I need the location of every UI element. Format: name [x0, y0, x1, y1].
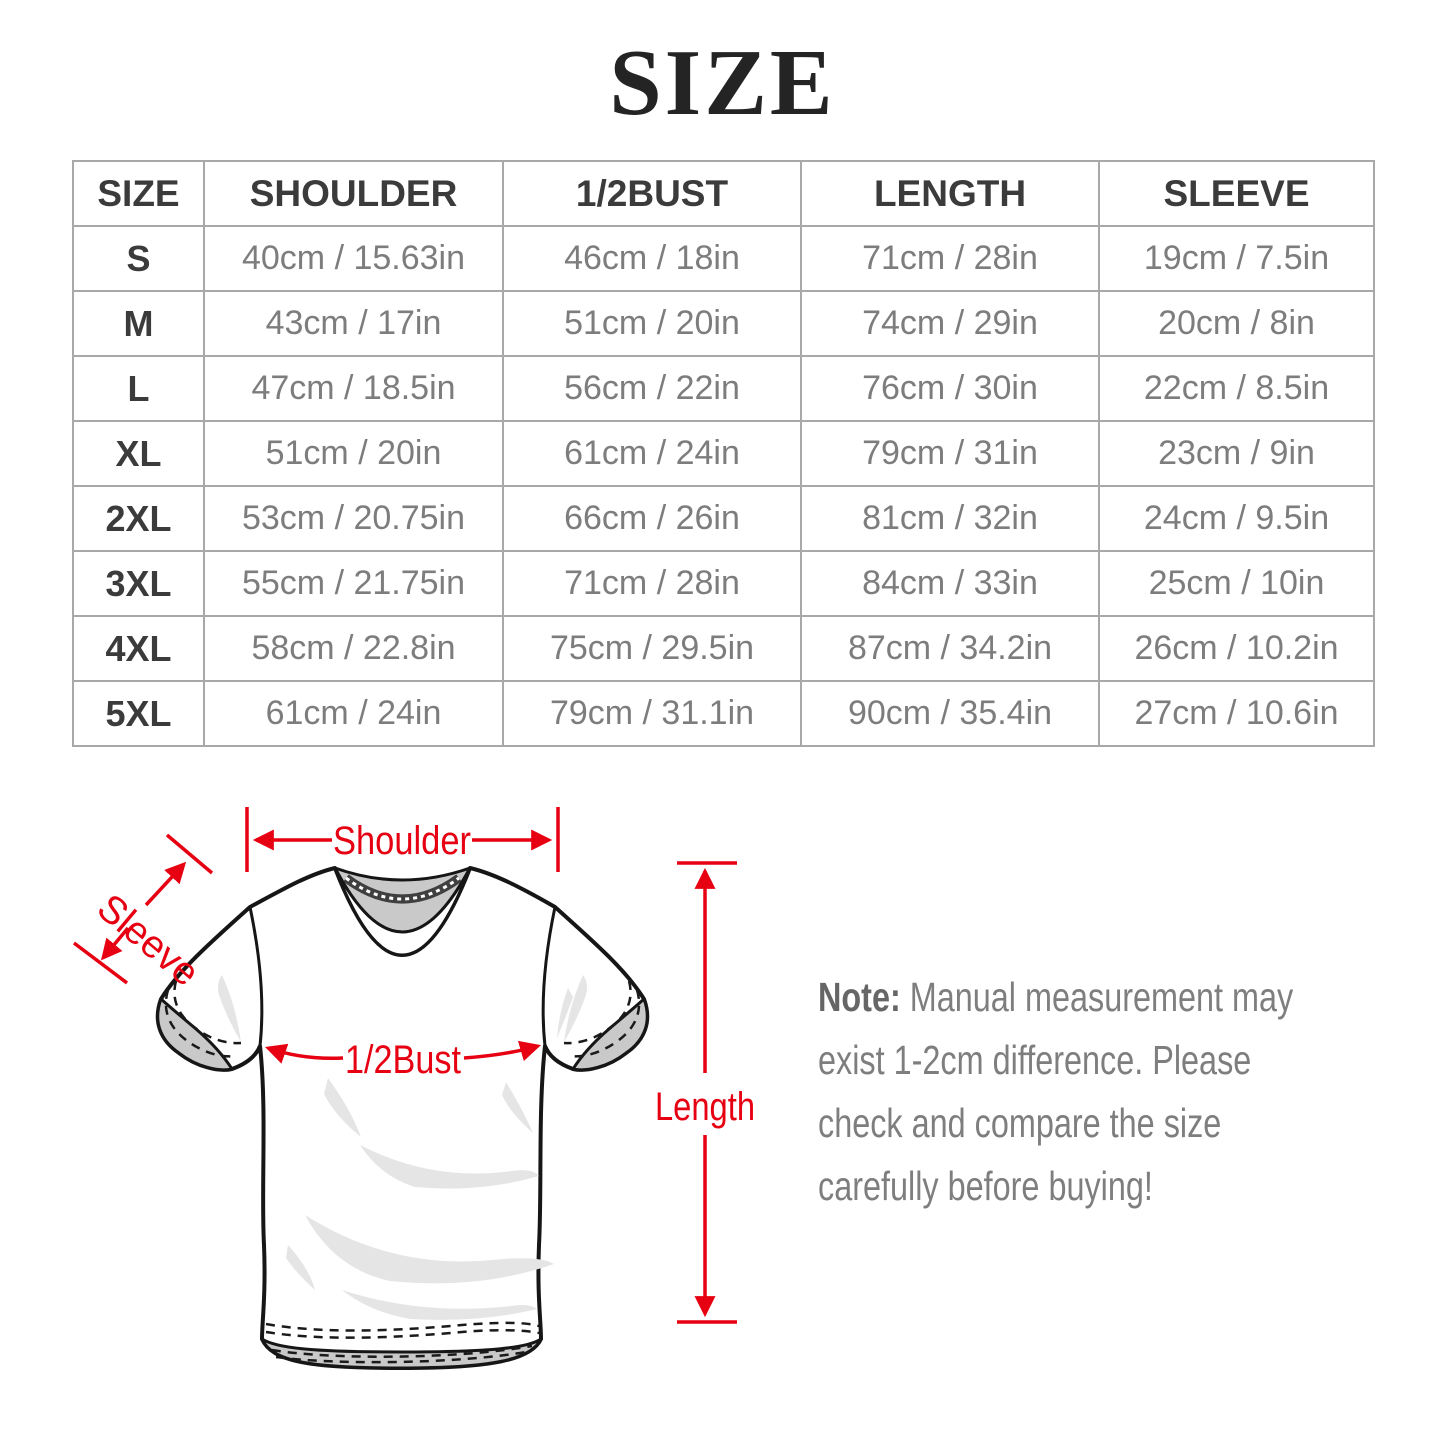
measurement-cell: 61cm / 24in [203, 680, 504, 747]
length-measure: Length [655, 861, 755, 1324]
shoulder-measure: Shoulder [245, 807, 560, 872]
size-table: SIZE SHOULDER 1/2BUST LENGTH SLEEVE S 40cm / … [72, 160, 1375, 747]
size-label-cell: XL [72, 420, 205, 487]
measurement-cell: 51cm / 20in [502, 290, 802, 357]
measurement-cell: 79cm / 31.1in [502, 680, 802, 747]
collar-stitch-band-dashes [345, 876, 460, 901]
right-cuff [571, 997, 649, 1072]
note-line: exist 1-2cm difference. Please [818, 1037, 1252, 1083]
left-armhole-seam [248, 905, 264, 1048]
measurement-cell: 75cm / 29.5in [502, 615, 802, 682]
column-header: 1/2BUST [502, 160, 802, 227]
measurement-cell: 87cm / 34.2in [800, 615, 1100, 682]
size-table-body: S 40cm / 15.63in 46cm / 18in 71cm / 28in 19c… [72, 225, 1375, 747]
column-header: SHOULDER [203, 160, 504, 227]
size-label-cell: L [72, 355, 205, 422]
cuff-stitches [164, 980, 641, 1058]
left-cuff [156, 997, 234, 1072]
size-table-header: SIZE SHOULDER 1/2BUST LENGTH SLEEVE [72, 160, 1375, 227]
measurement-cell: 27cm / 10.6in [1098, 680, 1375, 747]
size-table-head-row: SIZE SHOULDER 1/2BUST LENGTH SLEEVE [72, 160, 1375, 227]
page-title: SIZE [609, 31, 836, 135]
note-prefix: Note: [818, 974, 901, 1020]
table-row: M 43cm / 17in 51cm / 20in 74cm / 29in 20cm /… [72, 290, 1375, 357]
size-label-cell: 2XL [72, 485, 205, 552]
measurement-cell: 19cm / 7.5in [1098, 225, 1375, 292]
measurement-cell: 53cm / 20.75in [203, 485, 504, 552]
table-row: 2XL 53cm / 20.75in 66cm / 26in 81cm / 32in 2… [72, 485, 1375, 552]
table-row: XL 51cm / 20in 61cm / 24in 79cm / 31in 23cm … [72, 420, 1375, 487]
column-header: SIZE [72, 160, 205, 227]
measurement-cell: 71cm / 28in [502, 550, 802, 617]
table-row: 3XL 55cm / 21.75in 71cm / 28in 84cm / 33in 2… [72, 550, 1375, 617]
table-row: 5XL 61cm / 24in 79cm / 31.1in 90cm / 35.4in… [72, 680, 1375, 747]
measurement-cell: 58cm / 22.8in [203, 615, 504, 682]
hem-stitches [265, 1321, 540, 1364]
measurement-cell: 43cm / 17in [203, 290, 504, 357]
measurement-cell: 47cm / 18.5in [203, 355, 504, 422]
measurement-cell: 46cm / 18in [502, 225, 802, 292]
tshirt-body-outline [155, 866, 650, 1370]
fabric-wrinkles [218, 975, 587, 1320]
note-line: check and compare the size [818, 1100, 1222, 1146]
shoulder-label: Shoulder [333, 819, 471, 863]
table-row: 4XL 58cm / 22.8in 75cm / 29.5in 87cm / 34.2… [72, 615, 1375, 682]
measurement-cell: 61cm / 24in [502, 420, 802, 487]
measurement-cell: 81cm / 32in [800, 485, 1100, 552]
measurement-cell: 66cm / 26in [502, 485, 802, 552]
size-label-cell: 3XL [72, 550, 205, 617]
collar-rib [333, 866, 472, 957]
measurement-cell: 90cm / 35.4in [800, 680, 1100, 747]
sleeve-measure: Sleeve [72, 833, 214, 995]
size-label-cell: S [72, 225, 205, 292]
measurement-cell: 55cm / 21.75in [203, 550, 504, 617]
note-text: Manual measurement may [900, 974, 1294, 1020]
note-line: Note: Manual measurement may [818, 966, 1371, 1029]
measurement-note: Note: Manual measurement may exist 1-2cm… [818, 966, 1371, 1218]
note-line: carefully before buying! [818, 1163, 1153, 1209]
measurement-cell: 24cm / 9.5in [1098, 485, 1375, 552]
collar [333, 866, 472, 957]
measurement-cell: 40cm / 15.63in [203, 225, 504, 292]
size-label-cell: 5XL [72, 680, 205, 747]
measurement-cell: 20cm / 8in [1098, 290, 1375, 357]
bust-measure: 1/2Bust [265, 1038, 542, 1082]
measurement-cell: 26cm / 10.2in [1098, 615, 1375, 682]
measurement-cell: 84cm / 33in [800, 550, 1100, 617]
measurement-cell: 76cm / 30in [800, 355, 1100, 422]
measurement-cell: 23cm / 9in [1098, 420, 1375, 487]
table-row: L 47cm / 18.5in 56cm / 22in 76cm / 30in 22cm… [72, 355, 1375, 422]
bust-label: 1/2Bust [345, 1038, 461, 1082]
column-header: LENGTH [800, 160, 1100, 227]
measurement-cell: 71cm / 28in [800, 225, 1100, 292]
measurement-cell: 51cm / 20in [203, 420, 504, 487]
measurement-cell: 74cm / 29in [800, 290, 1100, 357]
tshirt-measurement-diagram: Shoulder Sleeve 1/2Bust Length [72, 807, 755, 1370]
length-label: Length [655, 1085, 755, 1129]
measurement-cell: 25cm / 10in [1098, 550, 1375, 617]
measurement-cell: 79cm / 31in [800, 420, 1100, 487]
column-header: SLEEVE [1098, 160, 1375, 227]
measurement-cell: 56cm / 22in [502, 355, 802, 422]
table-row: S 40cm / 15.63in 46cm / 18in 71cm / 28in 19c… [72, 225, 1375, 292]
measurement-cell: 22cm / 8.5in [1098, 355, 1375, 422]
size-label-cell: 4XL [72, 615, 205, 682]
right-armhole-seam [541, 905, 557, 1048]
size-label-cell: M [72, 290, 205, 357]
